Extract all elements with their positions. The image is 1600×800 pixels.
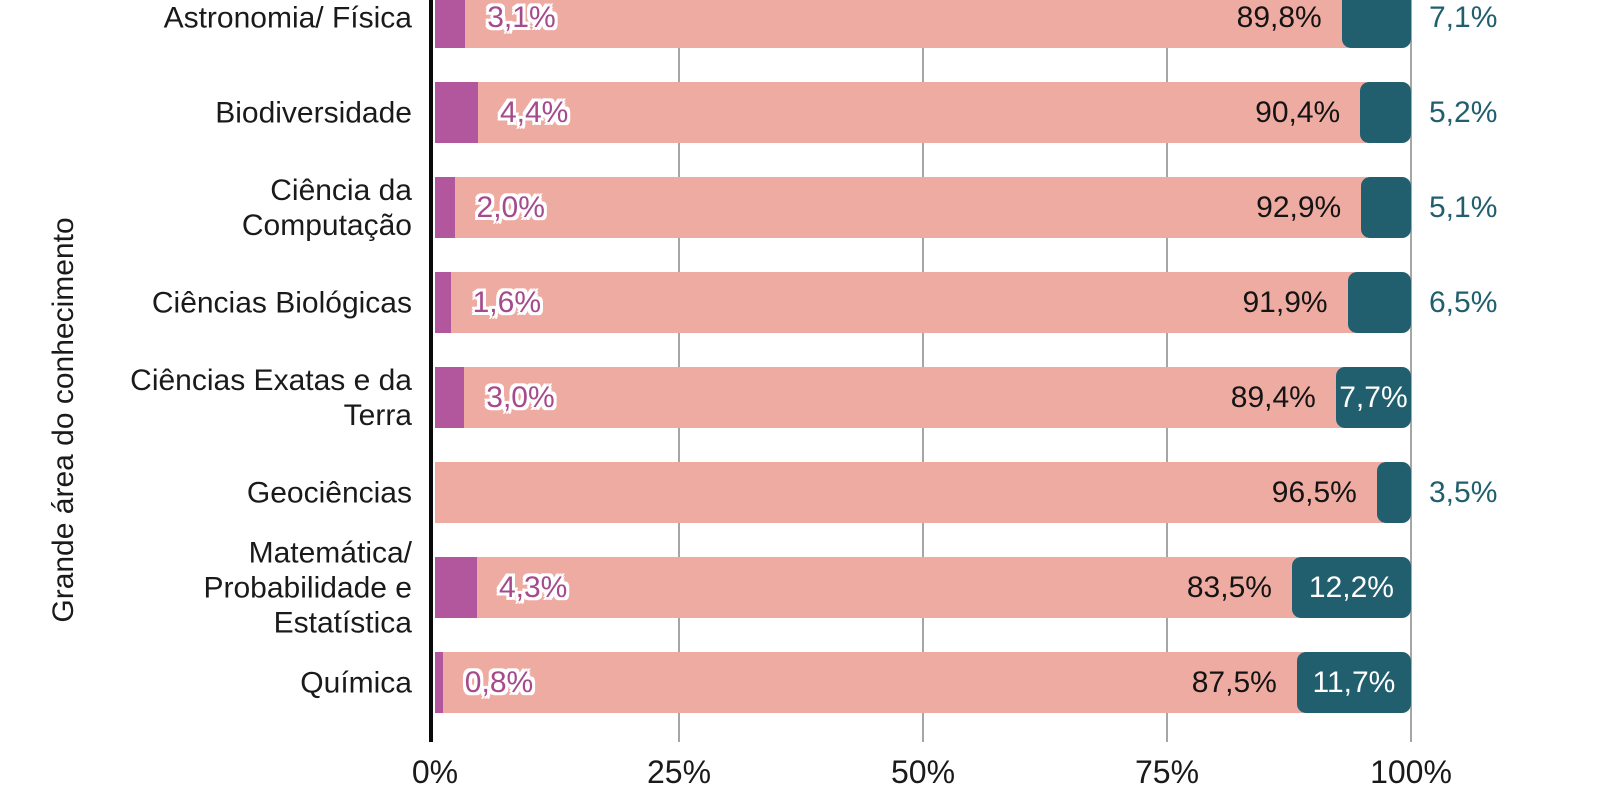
bar-segment-teal	[1347, 272, 1411, 333]
bar-row: 1,6% 91,9%	[435, 272, 1411, 333]
teal-value-label: 5,1%	[1429, 190, 1498, 224]
bar-segment-salmon	[464, 367, 1343, 428]
category-label-line: Matemática/	[248, 536, 412, 569]
gridline	[1410, 0, 1412, 742]
bar-segment-magenta	[435, 82, 480, 143]
bar-segment-magenta	[435, 177, 457, 238]
y-axis-line	[429, 0, 433, 742]
teal-value-label: 6,5%	[1429, 285, 1498, 319]
bar-segment-salmon	[450, 272, 1354, 333]
teal-value-label: 7,7%	[1339, 381, 1408, 414]
bar-segment-salmon	[435, 462, 1383, 523]
category-label-line: Química	[300, 666, 412, 699]
bar-segment-salmon	[476, 557, 1298, 618]
bar-segment-salmon	[454, 177, 1368, 238]
bar-row: 96,5%	[435, 462, 1411, 523]
bar-segment-teal	[1341, 0, 1411, 48]
bar-segment-teal	[1296, 652, 1411, 713]
bar-row: 3,0% 89,4% 7,7%	[435, 367, 1411, 428]
category-axis: Astronomia/ Física Biodiversidade Ciência …	[0, 0, 412, 800]
plot-area: 3,1% 89,8% 4,4% 90,4% 2,0% 92,9% 1,6% 91,9% 3,0%…	[435, 0, 1497, 742]
magenta-value-label: 3,1%	[487, 1, 556, 34]
bar-row: 4,3% 83,5% 12,2%	[435, 557, 1411, 618]
x-tick-label: 75%	[1134, 754, 1200, 790]
salmon-value-label: 87,5%	[1191, 666, 1277, 699]
salmon-value-label: 91,9%	[1242, 286, 1328, 319]
magenta-value-label: 1,6%	[472, 286, 541, 319]
category-label: Ciência da Computação	[0, 173, 412, 243]
magenta-value-label: 4,4%	[499, 96, 569, 129]
salmon-value-label: 90,4%	[1255, 96, 1341, 129]
bar-segment-magenta	[435, 367, 467, 428]
bar-segment-teal	[1291, 557, 1411, 618]
category-label-line: Biodiversidade	[215, 96, 412, 129]
category-label-line: Astronomia/ Física	[163, 1, 412, 34]
category-label: Matemática/Probabilidade e Estatística	[0, 535, 413, 640]
x-tick-label: 0%	[411, 754, 459, 790]
x-tick-label: 50%	[890, 754, 956, 790]
bar-segment-teal	[1376, 462, 1411, 523]
bar-segment-salmon	[442, 652, 1303, 713]
salmon-value-label: 83,5%	[1186, 571, 1272, 604]
bar-segment-magenta	[435, 0, 468, 48]
category-label: Biodiversidade	[0, 95, 412, 130]
teal-value-label: 11,7%	[1312, 666, 1396, 699]
bar-segment-salmon	[465, 0, 1348, 48]
magenta-value-label: 3,0%	[486, 381, 555, 414]
magenta-value-label: 4,3%	[498, 571, 568, 604]
salmon-value-label: 92,9%	[1256, 191, 1342, 224]
bar-segment-magenta	[435, 557, 479, 618]
category-label: Geociências	[0, 475, 412, 510]
category-label-line: Ciências Biológicas	[151, 286, 412, 319]
category-label-line: Computação	[241, 208, 412, 242]
teal-value-label: 5,2%	[1429, 95, 1498, 129]
category-label-line: Probabilidade e	[203, 571, 413, 604]
category-label-line: Ciências Exatas e da	[130, 363, 412, 397]
magenta-value-label: 0,8%	[464, 666, 534, 699]
bar-segment-teal	[1335, 367, 1411, 428]
teal-value-label: 7,1%	[1429, 0, 1498, 34]
teal-value-label: 12,2%	[1308, 571, 1394, 604]
category-label-line: Geociências	[246, 476, 412, 509]
bar-row: 2,0% 92,9%	[435, 177, 1411, 238]
category-label: Química	[0, 665, 412, 700]
bar-row: 4,4% 90,4%	[435, 82, 1411, 143]
salmon-value-label: 89,8%	[1236, 1, 1322, 34]
category-label-line: Estatística	[273, 606, 412, 639]
bar-segment-magenta	[435, 652, 445, 713]
salmon-value-label: 89,4%	[1230, 381, 1316, 414]
bar-row: 3,1% 89,8%	[435, 0, 1411, 48]
bar-row: 0,8% 87,5% 11,7%	[435, 652, 1411, 713]
category-label-line: Ciência da	[270, 173, 412, 207]
bar-segment-teal	[1360, 82, 1411, 143]
category-label: Ciências Biológicas	[0, 285, 412, 320]
teal-value-label: 3,5%	[1429, 475, 1498, 509]
bar-segment-salmon	[477, 82, 1367, 143]
bar-segment-magenta	[435, 272, 453, 333]
x-tick-label: 25%	[646, 754, 712, 790]
salmon-value-label: 96,5%	[1271, 476, 1357, 509]
bar-segment-teal	[1361, 177, 1411, 238]
magenta-value-label: 2,0%	[476, 191, 545, 224]
x-tick-label: 100%	[1370, 754, 1452, 790]
category-label: Ciências Exatas e da Terra	[0, 363, 412, 433]
category-label-line: Terra	[343, 398, 412, 432]
category-label: Astronomia/ Física	[0, 0, 412, 35]
